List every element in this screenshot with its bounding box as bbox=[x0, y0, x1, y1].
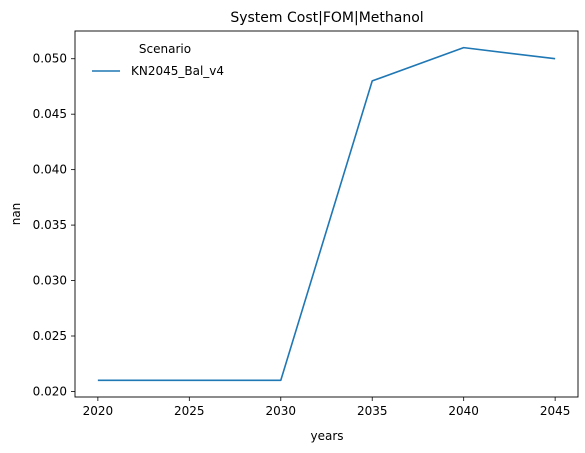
x-tick-label: 2040 bbox=[448, 404, 479, 418]
x-tick-label: 2045 bbox=[540, 404, 571, 418]
x-tick-label: 2020 bbox=[83, 404, 114, 418]
chart-title: System Cost|FOM|Methanol bbox=[230, 10, 423, 26]
series-layer bbox=[97, 46, 556, 382]
y-tick-label: 0.025 bbox=[33, 329, 67, 343]
y-axis: 0.020 0.025 0.030 0.035 0.040 0.045 0.050 bbox=[33, 52, 75, 398]
x-tick-label: 2035 bbox=[357, 404, 388, 418]
x-axis: 2020 2025 2030 2035 2040 2045 bbox=[83, 397, 571, 418]
legend-entry-label: KN2045_Bal_v4 bbox=[131, 64, 224, 78]
y-axis-label: nan bbox=[9, 203, 23, 226]
x-tick-label: 2030 bbox=[265, 404, 296, 418]
y-tick-label: 0.050 bbox=[33, 52, 67, 66]
x-tick-label: 2025 bbox=[174, 404, 205, 418]
y-tick-label: 0.045 bbox=[33, 107, 67, 121]
y-tick-label: 0.040 bbox=[33, 163, 67, 177]
x-axis-label: years bbox=[310, 429, 343, 443]
y-tick-label: 0.035 bbox=[33, 218, 67, 232]
legend-title: Scenario bbox=[139, 42, 191, 56]
plot-area-frame bbox=[74, 30, 579, 398]
y-tick-label: 0.030 bbox=[33, 274, 67, 288]
series-line bbox=[97, 46, 556, 382]
legend: Scenario KN2045_Bal_v4 bbox=[92, 42, 224, 78]
y-tick-label: 0.020 bbox=[33, 384, 67, 398]
